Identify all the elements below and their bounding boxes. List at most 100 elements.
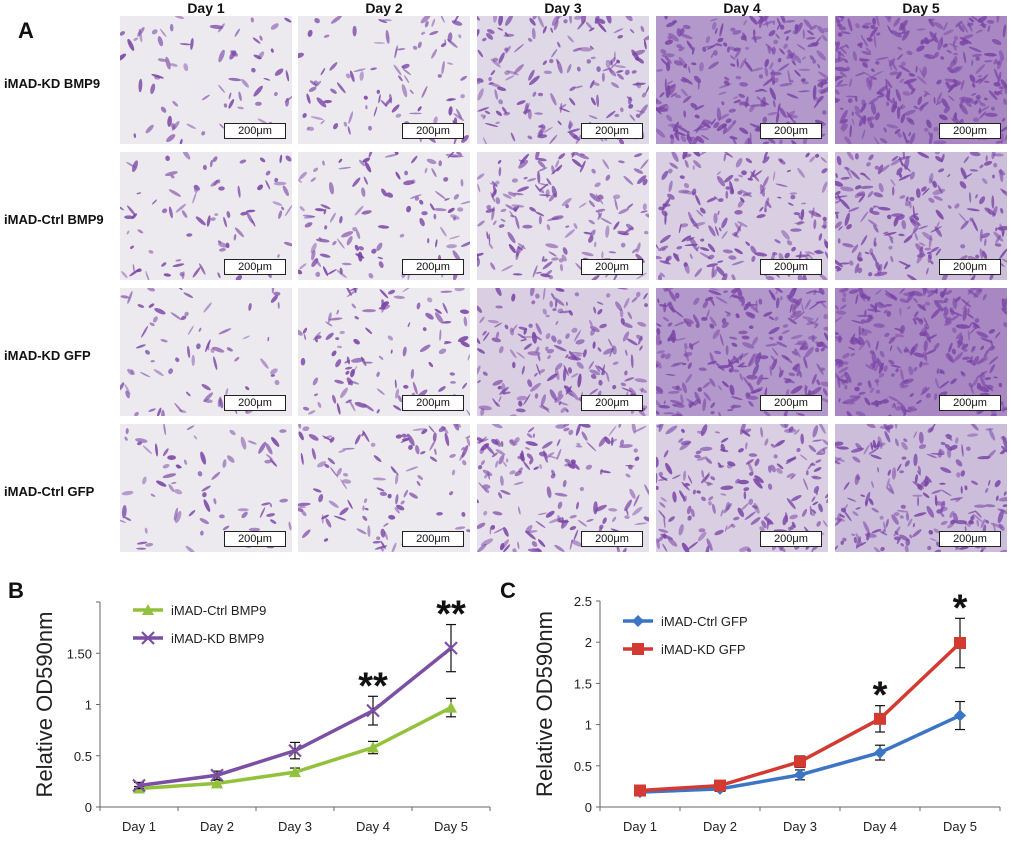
cell-stain-pattern (477, 288, 649, 416)
legend-label: iMAD-Ctrl BMP9 (171, 603, 266, 618)
cell-stain-pattern (120, 288, 281, 416)
x-tick-label: Day 1 (623, 819, 657, 834)
scale-bar: 200μm (760, 123, 822, 139)
micrograph-tile: 200μm (835, 288, 1007, 416)
data-point (954, 637, 966, 650)
micrograph-tile: 200μm (120, 152, 292, 280)
row-label: iMAD-KD GFP (4, 348, 91, 363)
scale-bar: 200μm (939, 395, 1001, 411)
row-label: iMAD-Ctrl GFP (4, 484, 95, 499)
y-tick-label: 2 (585, 635, 592, 650)
cell-stain-pattern (656, 152, 828, 280)
data-point (634, 784, 646, 797)
data-point (874, 746, 886, 759)
data-point (874, 712, 886, 725)
micrograph-tile: 200μm (298, 152, 470, 280)
legend-marker (632, 643, 644, 655)
data-point (444, 641, 458, 655)
y-tick-label: 1 (585, 718, 592, 733)
x-tick-label: Day 5 (943, 819, 977, 834)
micrograph-tile: 200μm (298, 16, 470, 144)
cell-stain-pattern (835, 424, 1007, 552)
x-tick-label: Day 5 (434, 819, 468, 834)
data-point (211, 777, 223, 789)
scale-bar: 200μm (224, 395, 286, 411)
chart-b: 0 0.5 1 1.50 Day 1 Day 2 Day 3 Day 4 Day 5 Relati… (32, 594, 491, 834)
scale-bar: 200μm (760, 395, 822, 411)
cell-stain-pattern (656, 288, 828, 416)
panel-label-c: C (500, 578, 516, 603)
scale-bar: 200μm (760, 259, 822, 275)
legend-marker (632, 615, 644, 627)
cell-stain-pattern (477, 152, 649, 280)
micrograph-tile: 200μm (656, 16, 828, 144)
y-tick-label: 0 (585, 800, 592, 815)
scale-bar: 200μm (939, 531, 1001, 547)
scale-bar: 200μm (402, 531, 464, 547)
legend-label: iMAD-KD GFP (661, 642, 746, 657)
scale-bar: 200μm (581, 395, 643, 411)
x-tick-label: Day 3 (278, 819, 312, 834)
cell-stain-pattern (298, 424, 470, 552)
y-axis-label: Relative OD590nm (32, 612, 57, 798)
legend-label: iMAD-KD BMP9 (171, 631, 264, 646)
column-header: Day 5 (902, 0, 940, 16)
x-tick-label: Day 4 (863, 819, 897, 834)
scale-bar: 200μm (939, 123, 1001, 139)
micrograph-tile: 200μm (477, 16, 649, 144)
micrograph-tile: 200μm (120, 424, 292, 552)
scale-bar: 200μm (402, 395, 464, 411)
data-point (289, 766, 301, 778)
significance-marker: ** (358, 665, 388, 707)
micrograph-tile: 200μm (120, 288, 292, 416)
scale-bar: 200μm (581, 259, 643, 275)
column-header: Day 3 (544, 0, 582, 16)
cell-stain-pattern (298, 16, 469, 144)
y-tick-label: 0.5 (74, 749, 92, 764)
scale-bar: 200μm (224, 259, 286, 275)
y-axis-label: Relative OD590nm (532, 611, 557, 797)
cell-stain-pattern (120, 424, 292, 552)
data-point (132, 778, 146, 793)
micrograph-tile: 200μm (656, 288, 828, 416)
y-tick-label: 1.50 (67, 646, 92, 661)
cell-stain-pattern (120, 152, 292, 280)
scale-bar: 200μm (224, 531, 286, 547)
cell-stain-pattern (477, 424, 649, 552)
x-tick-label: Day 2 (200, 819, 234, 834)
data-point (366, 703, 380, 718)
micrograph-tile: 200μm (477, 152, 649, 280)
legend-marker (141, 631, 155, 645)
data-point (445, 701, 457, 713)
series-line (639, 641, 962, 793)
y-tick-label: 2.5 (574, 594, 592, 609)
chart-c: 0 0.5 1 1.5 2 2.5 Day 1 Day 2 Day 3 Day 4 Day 5 Rel… (532, 587, 1001, 834)
series-line (138, 646, 453, 788)
data-point (794, 768, 806, 781)
y-tick-label: 0 (85, 800, 92, 815)
cell-stain-pattern (298, 152, 470, 280)
micrograph-tile: 200μm (298, 424, 470, 552)
micrograph-tile: 200μm (477, 424, 649, 552)
x-tick-label: Day 3 (783, 819, 817, 834)
data-point (367, 741, 379, 753)
data-point (794, 755, 806, 768)
legend-marker (142, 604, 154, 615)
data-point (288, 743, 302, 758)
column-header: Day 4 (723, 0, 761, 16)
data-point (714, 779, 726, 792)
cell-stain-pattern (120, 16, 292, 144)
scale-bar: 200μm (760, 531, 822, 547)
cell-stain-pattern (835, 288, 1007, 416)
cell-stain-pattern (835, 152, 1007, 280)
scale-bar: 200μm (581, 123, 643, 139)
y-tick-label: 1.5 (574, 676, 592, 691)
scale-bar: 200μm (581, 531, 643, 547)
scale-bar: 200μm (402, 259, 464, 275)
data-point (210, 768, 224, 783)
row-label: iMAD-Ctrl BMP9 (4, 212, 104, 227)
scale-bar: 200μm (939, 259, 1001, 275)
scale-bar: 200μm (224, 123, 286, 139)
micrograph-tile: 200μm (477, 288, 649, 416)
y-tick-label: 0.5 (574, 759, 592, 774)
